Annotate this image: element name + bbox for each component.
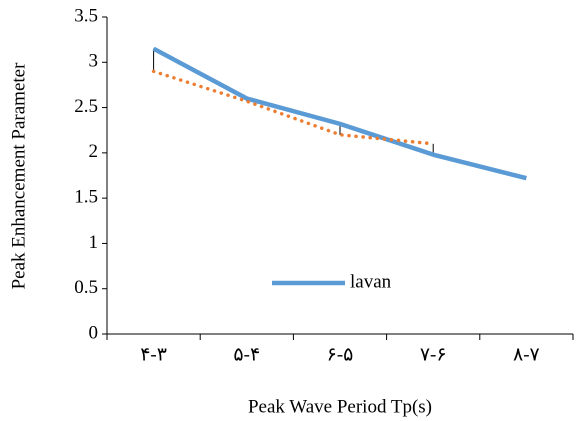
y-tick-label: 3	[89, 51, 99, 72]
y-tick-label: 0	[89, 322, 99, 343]
y-axis-label: Peak Enhancement Parameter	[8, 62, 29, 290]
y-tick-label: 0.5	[74, 277, 98, 298]
x-tick-label: ۸-۷	[513, 344, 540, 365]
y-tick-label: 1.5	[74, 187, 98, 208]
x-tick-label: ۷-۶	[420, 344, 447, 365]
y-tick-label: 3.5	[74, 5, 98, 26]
series-line	[152, 46, 527, 181]
x-axis-label: Peak Wave Period Tp(s)	[248, 396, 432, 417]
x-tick-label: ۵-۴	[233, 344, 260, 365]
y-tick-label: 2	[89, 141, 99, 162]
y-tick-label: 1	[89, 232, 99, 253]
legend-label: lavan	[350, 271, 392, 292]
x-tick-label: ۶-۵	[327, 344, 354, 365]
series-line	[151, 69, 435, 146]
y-tick-label: 2.5	[74, 96, 98, 117]
x-tick-label: ۴-۳	[140, 344, 167, 365]
